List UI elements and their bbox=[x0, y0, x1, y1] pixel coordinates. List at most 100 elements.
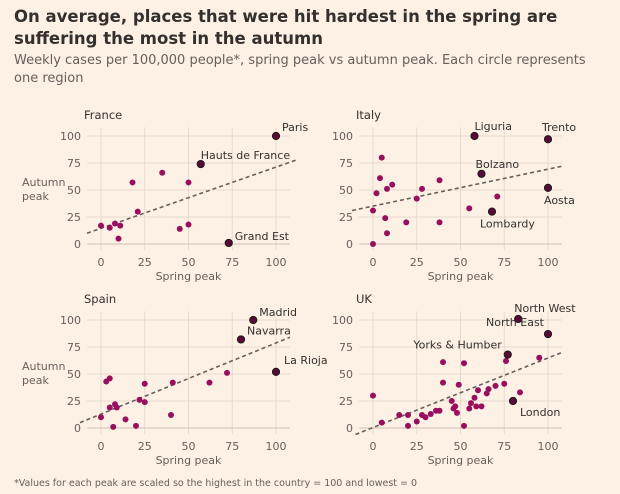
data-point bbox=[110, 423, 117, 430]
y-tick-label: 25 bbox=[67, 211, 81, 224]
data-point bbox=[517, 389, 523, 396]
highlighted-point bbox=[543, 135, 553, 144]
y-tick-label: 100 bbox=[332, 130, 353, 143]
x-tick-label: 75 bbox=[497, 440, 511, 453]
data-point bbox=[413, 418, 420, 425]
data-point bbox=[405, 412, 411, 419]
data-point bbox=[384, 230, 390, 237]
data-point bbox=[436, 219, 443, 226]
data-point bbox=[377, 175, 383, 182]
x-tick-label: 0 bbox=[370, 256, 377, 269]
data-point bbox=[382, 215, 389, 222]
panel-title-0: France bbox=[84, 108, 122, 122]
y-tick-label: 25 bbox=[339, 211, 353, 224]
data-point bbox=[370, 392, 376, 399]
y-tick-label: 50 bbox=[67, 184, 81, 197]
point-label: Aosta bbox=[544, 194, 575, 207]
data-point bbox=[405, 422, 411, 429]
point-label: North East bbox=[486, 316, 545, 329]
point-label: Grand Est bbox=[235, 230, 290, 243]
highlighted-point bbox=[487, 207, 497, 216]
y-tick-label: 25 bbox=[67, 395, 81, 408]
data-point bbox=[129, 179, 136, 186]
data-point bbox=[113, 404, 120, 411]
x-tick-label: 25 bbox=[410, 256, 424, 269]
data-point bbox=[370, 241, 376, 247]
data-point bbox=[396, 412, 403, 419]
data-point bbox=[422, 414, 429, 421]
trend-line bbox=[355, 351, 563, 436]
y-tick-label: 25 bbox=[339, 395, 353, 408]
chart-subtitle: Weekly cases per 100,000 people*, spring… bbox=[14, 53, 586, 86]
data-point bbox=[176, 225, 183, 232]
data-point bbox=[473, 403, 480, 410]
data-point bbox=[413, 195, 420, 202]
highlighted-point bbox=[514, 314, 523, 324]
point-label: Madrid bbox=[259, 306, 297, 319]
data-point bbox=[106, 404, 113, 411]
highlighted-point bbox=[249, 315, 258, 325]
highlighted-point bbox=[271, 131, 281, 141]
point-label: Navarra bbox=[247, 324, 291, 337]
y-axis-label: Autumn peak bbox=[22, 176, 65, 203]
data-point bbox=[492, 382, 499, 389]
x-tick-label: 75 bbox=[225, 440, 239, 453]
point-label: Yorks & Humber bbox=[412, 339, 502, 352]
data-point bbox=[436, 177, 443, 184]
data-point bbox=[419, 185, 425, 192]
data-point bbox=[436, 407, 443, 414]
point-label: Hauts de France bbox=[201, 149, 291, 162]
x-tick-label: 25 bbox=[138, 440, 152, 453]
x-tick-label: 100 bbox=[538, 256, 559, 269]
data-point bbox=[427, 410, 434, 417]
data-point bbox=[115, 235, 122, 242]
highlighted-point bbox=[470, 131, 479, 141]
highlighted-point bbox=[236, 335, 246, 344]
data-point bbox=[440, 359, 446, 366]
y-tick-label: 0 bbox=[346, 422, 353, 435]
data-point bbox=[501, 380, 508, 387]
x-tick-label: 100 bbox=[538, 440, 559, 453]
trend-line bbox=[86, 159, 298, 234]
point-label: Liguria bbox=[475, 120, 512, 133]
y-tick-label: 100 bbox=[60, 314, 81, 327]
data-point bbox=[455, 381, 462, 388]
data-point bbox=[536, 354, 543, 361]
data-point bbox=[224, 369, 230, 376]
data-point bbox=[106, 224, 113, 231]
data-point bbox=[440, 379, 446, 386]
data-point bbox=[452, 403, 459, 410]
y-tick-label: 100 bbox=[332, 314, 353, 327]
data-point bbox=[112, 220, 118, 227]
data-point bbox=[378, 419, 385, 426]
point-label: North West bbox=[514, 302, 576, 315]
highlighted-point bbox=[196, 159, 205, 169]
data-point bbox=[373, 190, 380, 197]
x-tick-label: 50 bbox=[182, 440, 196, 453]
y-tick-label: 75 bbox=[339, 157, 353, 170]
data-point bbox=[466, 205, 473, 212]
y-tick-label: 0 bbox=[74, 422, 81, 435]
panel-title-3: UK bbox=[356, 292, 372, 306]
highlighted-point bbox=[508, 396, 518, 406]
data-point bbox=[122, 416, 129, 423]
data-point bbox=[461, 360, 467, 367]
x-tick-label: 0 bbox=[370, 440, 377, 453]
highlighted-point bbox=[543, 183, 553, 192]
x-tick-label: 0 bbox=[98, 440, 105, 453]
y-tick-label: 75 bbox=[339, 341, 353, 354]
data-point bbox=[370, 207, 376, 214]
data-point bbox=[98, 414, 104, 421]
data-point bbox=[448, 398, 455, 404]
y-tick-label: 50 bbox=[67, 368, 81, 381]
data-point bbox=[185, 221, 192, 228]
highlighted-point bbox=[224, 238, 233, 248]
y-tick-label: 100 bbox=[60, 130, 81, 143]
data-point bbox=[117, 222, 124, 229]
highlighted-point bbox=[271, 367, 281, 376]
data-point bbox=[136, 396, 143, 403]
point-label: Trento bbox=[541, 121, 576, 134]
data-point bbox=[141, 399, 148, 406]
data-point bbox=[454, 409, 460, 416]
